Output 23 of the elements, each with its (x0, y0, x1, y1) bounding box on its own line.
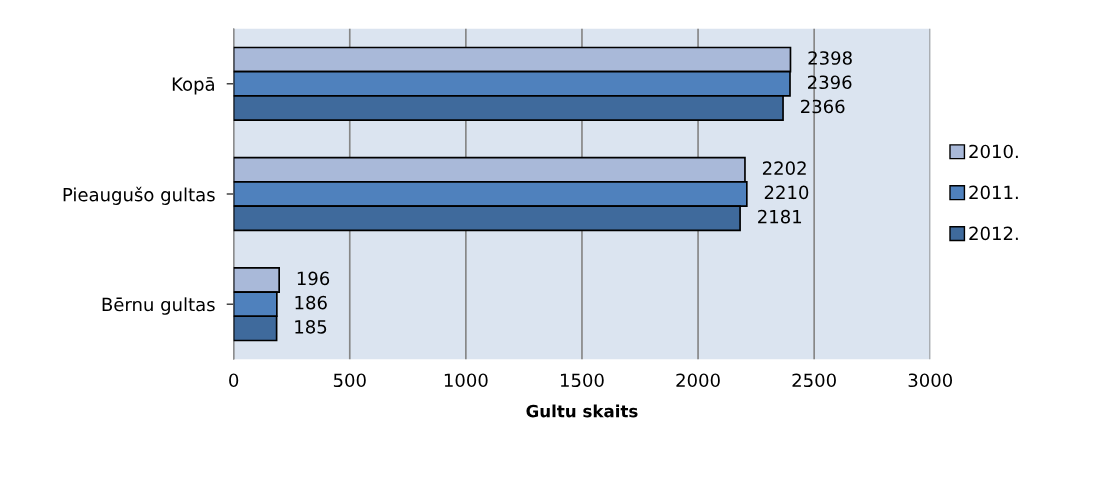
legend-label: 2012. (969, 226, 1018, 241)
legend-label: 2010. (969, 144, 1018, 159)
x-tick-label: 500 (333, 373, 366, 388)
data-label: 2181 (758, 209, 802, 224)
data-label: 2202 (762, 161, 806, 175)
x-tick-label: 1000 (444, 373, 488, 388)
x-tick-label: 1500 (560, 373, 604, 388)
y-tick-label: Kopā (172, 77, 214, 95)
data-label: 185 (295, 319, 327, 334)
data-label: 2398 (808, 51, 852, 65)
y-tick-label: Pieaugušo gultas (63, 186, 215, 205)
legend-label: 2011. (969, 185, 1018, 200)
data-label: 196 (297, 271, 330, 286)
x-tick-label: 0 (229, 373, 239, 388)
y-tick-label: Bērnu gultas (102, 297, 215, 315)
x-tick-label: 3000 (908, 373, 953, 388)
data-label: 186 (295, 295, 327, 310)
x-tick-label: 2500 (792, 373, 836, 388)
x-axis-title: Gultu skaits (526, 404, 638, 418)
data-label: 2366 (801, 99, 845, 114)
data-label: 2396 (808, 75, 852, 90)
x-tick-label: 2000 (676, 373, 720, 388)
data-label: 2210 (764, 185, 809, 200)
